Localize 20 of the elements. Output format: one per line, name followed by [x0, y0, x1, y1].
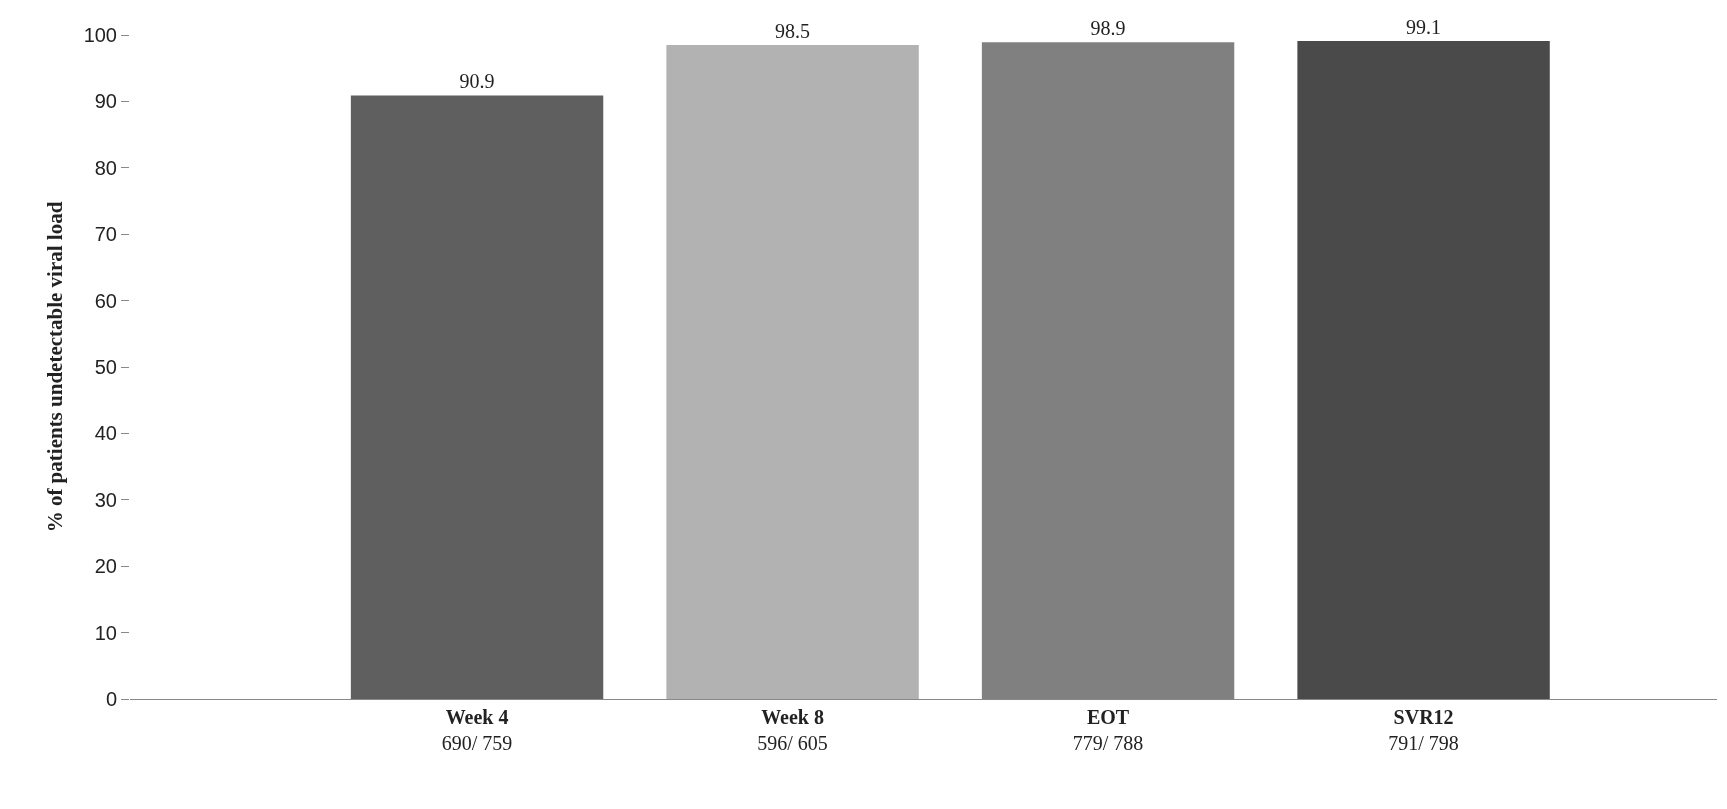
x-tick-label: Week 4 690/ 759 [441, 706, 513, 754]
data-label: 98.5 [775, 19, 811, 42]
y-tick-label: 80 [94, 156, 117, 179]
x-tick-label: EOT 779/ 788 [1072, 706, 1144, 754]
y-tick-label: 60 [94, 289, 117, 312]
data-label: 99.1 [1406, 15, 1442, 38]
data-label: 90.9 [459, 70, 495, 93]
y-tick-label: 0 [105, 688, 117, 710]
y-tick-label: 100 [83, 24, 117, 46]
y-tick-label: 20 [94, 555, 117, 578]
x-tick-label: SVR12 791/ 798 [1388, 706, 1459, 754]
y-tick-label: 30 [94, 488, 117, 511]
x-tick-label: Week 8 596/ 605 [757, 706, 828, 754]
data-label: 98.9 [1090, 17, 1126, 40]
y-tick-label: 90 [94, 90, 117, 113]
y-tick-label: 40 [94, 422, 117, 445]
y-tick-label: 70 [94, 223, 117, 246]
y-tick-label: 10 [94, 621, 117, 644]
y-axis-title: % of patients undetectable viral load [42, 201, 67, 533]
y-tick-label: 50 [94, 356, 117, 378]
